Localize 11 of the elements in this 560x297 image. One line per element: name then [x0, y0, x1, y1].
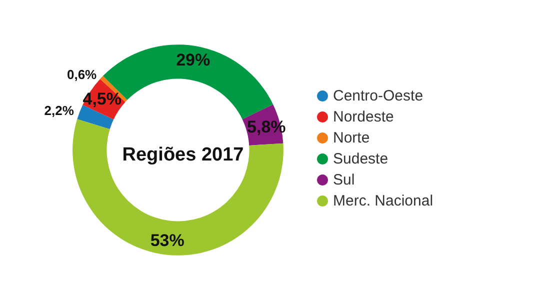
data-label: 29% — [176, 50, 210, 70]
data-label: 2,2% — [44, 102, 74, 118]
legend-label: Norte — [333, 130, 370, 146]
data-label: 0,6% — [66, 67, 98, 82]
legend-label: Sudeste — [333, 150, 388, 168]
legend-label: Centro-Oeste — [333, 88, 424, 104]
text: Regiões 2017 — [122, 144, 244, 166]
data-label: 53% — [150, 231, 184, 250]
legend-label: Sul — [333, 172, 355, 188]
legend-label: Nordeste — [333, 108, 394, 126]
legend-label: Merc. Nacional — [333, 192, 434, 210]
